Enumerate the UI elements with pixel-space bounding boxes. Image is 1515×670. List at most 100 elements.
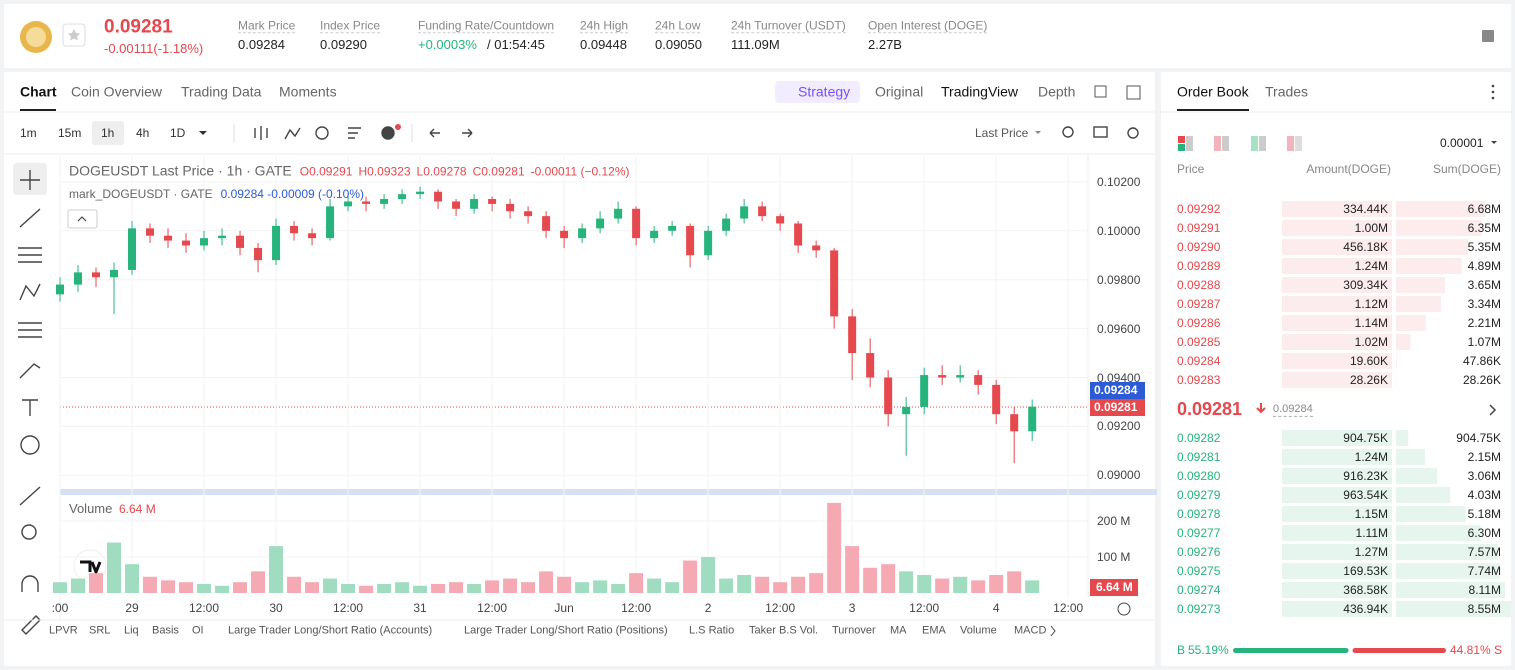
redo-icon[interactable] (462, 128, 473, 138)
price-source-caret[interactable] (1035, 131, 1041, 134)
tab[interactable]: Moments (279, 83, 337, 100)
pane-separator[interactable] (60, 489, 1157, 495)
ob-price[interactable]: 0.09291 (1177, 220, 1221, 235)
replay-icon[interactable] (315, 126, 329, 140)
ob-layout-alt[interactable] (1287, 136, 1294, 151)
indicator[interactable]: Turnover (832, 624, 876, 637)
ob-price[interactable]: 0.09278 (1177, 506, 1221, 521)
favorite-button[interactable] (62, 23, 86, 47)
indicator[interactable]: MA (890, 624, 907, 637)
candle-body (146, 228, 155, 236)
stat-label: 24h Turnover (USDT) (731, 18, 846, 34)
tab[interactable]: Trading Data (181, 83, 262, 100)
expand-icon[interactable] (1094, 85, 1107, 98)
precision[interactable]: 0.00001 (1440, 135, 1484, 150)
pencil-tool[interactable] (21, 615, 41, 635)
indicator[interactable]: L.S Ratio (689, 624, 735, 637)
window-icon[interactable] (1126, 85, 1141, 100)
depth-bar (1396, 353, 1397, 369)
candle-type-icon[interactable] (254, 126, 268, 140)
ob-price[interactable]: 0.09285 (1177, 334, 1221, 349)
brush-tool[interactable] (19, 363, 41, 379)
indicator[interactable]: Large Trader Long/Short Ratio (Accounts) (228, 624, 433, 637)
axis-settings[interactable] (1117, 602, 1131, 616)
indicator[interactable]: Volume (960, 624, 997, 637)
doc-icon[interactable] (1482, 30, 1494, 42)
precision-caret[interactable] (1491, 141, 1497, 144)
ob-price[interactable]: 0.09289 (1177, 258, 1221, 273)
ob-price[interactable]: 0.09281 (1177, 449, 1221, 464)
interval[interactable]: 1D (170, 125, 186, 140)
menu-dot[interactable] (1491, 84, 1495, 88)
view-tab[interactable]: Original (875, 83, 924, 100)
indicator-icon[interactable] (284, 127, 301, 140)
ob-layout-bids[interactable] (1251, 136, 1258, 151)
dropdown-caret[interactable] (199, 131, 207, 135)
ob-price[interactable]: 0.09275 (1177, 563, 1221, 578)
more-arrow[interactable] (1489, 404, 1497, 416)
interval[interactable]: 1h (101, 125, 115, 140)
ob-price[interactable]: 0.09280 (1177, 468, 1221, 483)
stat-value: 0.09284 (238, 37, 285, 53)
view-tab[interactable]: Depth (1038, 83, 1076, 100)
ob-price[interactable]: 0.09273 (1177, 601, 1221, 616)
undo-icon[interactable] (429, 128, 440, 138)
magnet-tool[interactable] (21, 575, 39, 592)
pattern-tool[interactable] (19, 283, 41, 301)
template-icon[interactable] (348, 127, 361, 139)
indicator[interactable]: MACD (1014, 624, 1047, 637)
ob-price[interactable]: 0.09277 (1177, 525, 1221, 540)
indicator[interactable]: OI (192, 624, 204, 637)
zoom-tool[interactable] (21, 524, 37, 540)
interval[interactable]: 4h (136, 125, 150, 140)
text-tool[interactable] (22, 399, 38, 416)
view-tab[interactable]: Strategy (798, 83, 851, 100)
fib-tool[interactable] (18, 247, 42, 263)
ob-tab[interactable]: Trades (1265, 83, 1309, 100)
ob-price[interactable]: 0.09290 (1177, 239, 1221, 254)
indicator[interactable]: Taker B.S Vol. (749, 624, 819, 637)
ob-price[interactable]: 0.09279 (1177, 487, 1221, 502)
camera-icon[interactable] (1093, 126, 1108, 138)
ruler-tool[interactable] (19, 486, 41, 506)
volume-bar (773, 582, 788, 593)
search-icon[interactable] (1062, 126, 1074, 138)
legend-ohlc: C0.09281 (472, 164, 525, 179)
sell-ratio: 44.81% (1450, 642, 1491, 657)
candle-body (740, 206, 749, 219)
ob-price[interactable]: 0.09274 (1177, 582, 1221, 597)
ob-price[interactable]: 0.09286 (1177, 315, 1221, 330)
ob-layout-both[interactable] (1178, 136, 1185, 143)
collapse-legend[interactable] (67, 209, 98, 229)
trend-line-tool[interactable] (19, 208, 41, 228)
crosshair-tool[interactable] (20, 170, 40, 190)
indicator[interactable]: SRL (89, 624, 111, 637)
indicator[interactable]: Large Trader Long/Short Ratio (Positions… (464, 624, 668, 637)
interval[interactable]: 1m (20, 125, 37, 140)
price-source[interactable]: Last Price (975, 125, 1029, 140)
settings-icon[interactable] (1127, 127, 1139, 139)
interval[interactable]: 15m (58, 125, 82, 140)
emoji-tool[interactable] (20, 435, 40, 455)
add-icon[interactable] (381, 126, 395, 140)
indicator[interactable]: EMA (922, 624, 946, 637)
ob-tab[interactable]: Order Book (1177, 83, 1249, 100)
ob-price[interactable]: 0.09283 (1177, 372, 1221, 387)
ob-price[interactable]: 0.09284 (1177, 353, 1221, 368)
indicator[interactable]: Liq (124, 624, 139, 637)
ob-price[interactable]: 0.09292 (1177, 201, 1221, 216)
ob-price[interactable]: 0.09282 (1177, 430, 1221, 445)
amount-bg (1282, 258, 1392, 274)
stat-label: Index Price (320, 18, 381, 34)
ob-price[interactable]: 0.09276 (1177, 544, 1221, 559)
indicator-scroll[interactable] (1050, 625, 1056, 637)
tab[interactable]: Coin Overview (71, 83, 163, 100)
indicator[interactable]: LPVR (49, 624, 78, 637)
projection-tool[interactable] (18, 322, 42, 338)
view-tab[interactable]: TradingView (941, 83, 1019, 100)
ob-price[interactable]: 0.09287 (1177, 296, 1221, 311)
tab[interactable]: Chart (20, 83, 57, 100)
ob-layout-asks[interactable] (1214, 136, 1221, 151)
ob-price[interactable]: 0.09288 (1177, 277, 1221, 292)
indicator[interactable]: Basis (152, 624, 179, 637)
